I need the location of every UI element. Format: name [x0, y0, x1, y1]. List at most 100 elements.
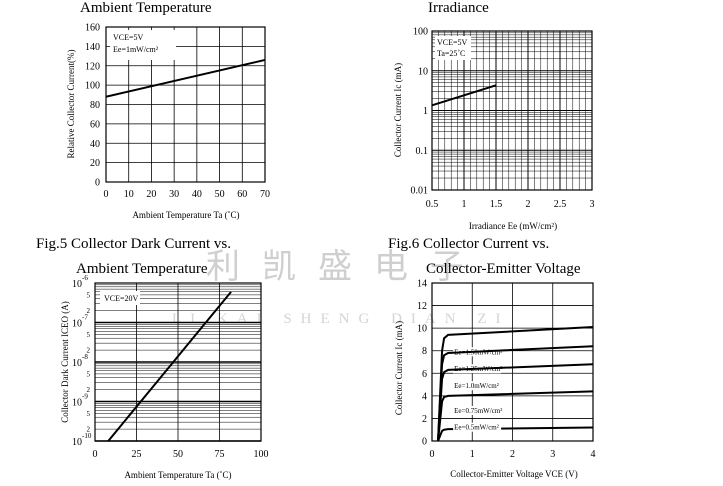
x-tick-label: 60 — [237, 189, 247, 200]
y-tick-base: 10 — [72, 319, 82, 330]
series-label-bg — [453, 405, 502, 415]
tick-labels: 0.5 1 1.5 2 2.5 3 0.01 0.1 1 10 100 — [411, 27, 595, 211]
y-axis-label: Collector Current Ic (mA) — [394, 321, 404, 415]
annotation-box — [435, 36, 471, 60]
chart-subtitle: Ambient Temperature — [76, 261, 208, 277]
series — [105, 58, 266, 98]
x-tick-label: 40 — [192, 189, 202, 200]
x-tick-label: 3 — [590, 199, 595, 210]
annotation-vce: VCE=5V — [437, 38, 468, 47]
y-axis-label: Relative Collector Current(%) — [66, 50, 76, 159]
chart-title: Fig.5 Collector Dark Current vs. — [36, 236, 231, 252]
y-tick-label: 0 — [95, 178, 100, 189]
y-axis-label: Collector Dark Current ICEO (A) — [60, 301, 70, 422]
y-tick-label: 6 — [422, 369, 427, 380]
y-tick-label: 0.01 — [411, 186, 429, 197]
chart-title: Irradiance — [428, 0, 489, 16]
x-tick-label: 0 — [93, 449, 98, 460]
watermark-chinese: 利凯盛电子 — [206, 248, 486, 286]
series-line — [437, 390, 594, 442]
series-label: Ee=1.0mW/cm² — [454, 382, 499, 390]
x-axis-label: Ambient Temperature Ta (˚C) — [124, 470, 231, 480]
series-line — [105, 58, 266, 98]
y-tick-label: 10 — [72, 437, 82, 448]
y-tick-label: 60 — [90, 119, 100, 130]
chart-subtitle: Collector-Emitter Voltage — [426, 261, 581, 277]
plot-frame — [431, 30, 593, 191]
x-tick-label: 25 — [132, 449, 142, 460]
annotation-vce: VCE=20V — [104, 294, 139, 303]
annotation-ee: Ee=1mW/cm² — [113, 45, 159, 54]
plot-frame — [431, 282, 594, 442]
y-minor-tick-label: 2 — [87, 347, 91, 355]
annotation-vce: VCE=5V — [113, 33, 144, 42]
y-minor-tick-label: 5 — [87, 370, 91, 378]
x-tick-label: 50 — [173, 449, 183, 460]
y-axis-label: Collector Current Ic (mA) — [393, 63, 403, 157]
y-tick-label: 80 — [90, 100, 100, 111]
y-tick-label: 4 — [422, 391, 427, 402]
y-tick-label: 10 — [418, 66, 428, 77]
x-axis-label: Ambient Temperature Ta (˚C) — [132, 210, 239, 220]
y-tick-exponent: -6 — [82, 274, 88, 282]
x-tick-label: 2 — [510, 449, 515, 460]
y-tick-label: 0 — [422, 437, 427, 448]
y-tick-exponent: -9 — [82, 393, 88, 401]
series-label-bg — [453, 381, 502, 391]
x-axis-label: Irradiance Ee (mW/cm²) — [469, 221, 557, 231]
tick-labels: 0 10 20 30 40 50 60 70 0 20 40 60 80 100 120 140 160 — [85, 23, 270, 201]
x-tick-label: 20 — [146, 189, 156, 200]
y-minor-tick-label: 2 — [87, 426, 91, 434]
annotation-box — [100, 291, 140, 305]
y-tick-label: 10 — [72, 319, 82, 330]
series-label: Ee=0.5mW/cm² — [454, 424, 499, 432]
series: Ee=1.50mW/cm²Ee=1.25mW/cm²Ee=1.0mW/cm²Ee… — [437, 326, 594, 442]
y-minor-tick-label: 5 — [87, 291, 91, 299]
y-tick-label: 120 — [85, 61, 100, 72]
x-tick-label: 0.5 — [426, 199, 439, 210]
x-tick-label: 0 — [430, 449, 435, 460]
y-tick-base: 10 — [72, 398, 82, 409]
y-tick-label: 14 — [417, 279, 427, 290]
y-tick-label: 10 — [417, 324, 427, 335]
chart-title: Ambient Temperature — [80, 0, 212, 16]
y-tick-base: 10 — [72, 437, 82, 448]
chart-collector-current-vs-vce: Fig.6 Collector Current vs. Collector-Em… — [388, 236, 596, 479]
x-tick-label: 10 — [124, 189, 134, 200]
series-label: Ee=0.75mW/cm² — [454, 407, 502, 415]
plot-frame — [94, 282, 262, 442]
grid — [431, 31, 593, 191]
x-tick-label: 4 — [591, 449, 596, 460]
y-tick-exponent: -10 — [82, 432, 92, 440]
x-tick-label: 70 — [260, 189, 270, 200]
y-tick-label: 10 — [72, 279, 82, 290]
series-line — [437, 363, 594, 442]
y-tick-exponent: -7 — [82, 314, 88, 322]
annotation-box — [110, 30, 176, 60]
series-line — [431, 84, 497, 107]
y-tick-label: 1 — [423, 106, 428, 117]
y-tick-label: 40 — [90, 139, 100, 150]
series — [431, 84, 497, 107]
x-tick-label: 30 — [169, 189, 179, 200]
series-label-bg — [453, 422, 502, 432]
chart-collector-current-vs-irradiance: Irradiance 0.5 1 1.5 2 2.5 3 0.01 0.1 1 10 100 VCE… — [393, 0, 595, 231]
y-tick-label: 100 — [413, 27, 428, 38]
x-axis-label: Collector-Emitter Voltage VCE (V) — [450, 469, 578, 479]
y-minor-tick-label: 2 — [87, 307, 91, 315]
y-minor-tick-label: 2 — [87, 386, 91, 394]
x-tick-label: 50 — [215, 189, 225, 200]
chart-title: Fig.6 Collector Current vs. — [388, 236, 549, 252]
y-tick-label: 12 — [417, 301, 427, 312]
grid — [94, 283, 262, 442]
x-tick-label: 0 — [104, 189, 109, 200]
x-tick-label: 3 — [550, 449, 555, 460]
y-tick-label: 8 — [422, 346, 427, 357]
x-tick-label: 100 — [254, 449, 269, 460]
x-tick-label: 2.5 — [554, 199, 567, 210]
y-tick-label: 140 — [85, 42, 100, 53]
chart-relative-current-vs-temperature: Ambient Temperature 0 10 20 30 40 50 60 70 0 20 40… — [66, 0, 270, 220]
